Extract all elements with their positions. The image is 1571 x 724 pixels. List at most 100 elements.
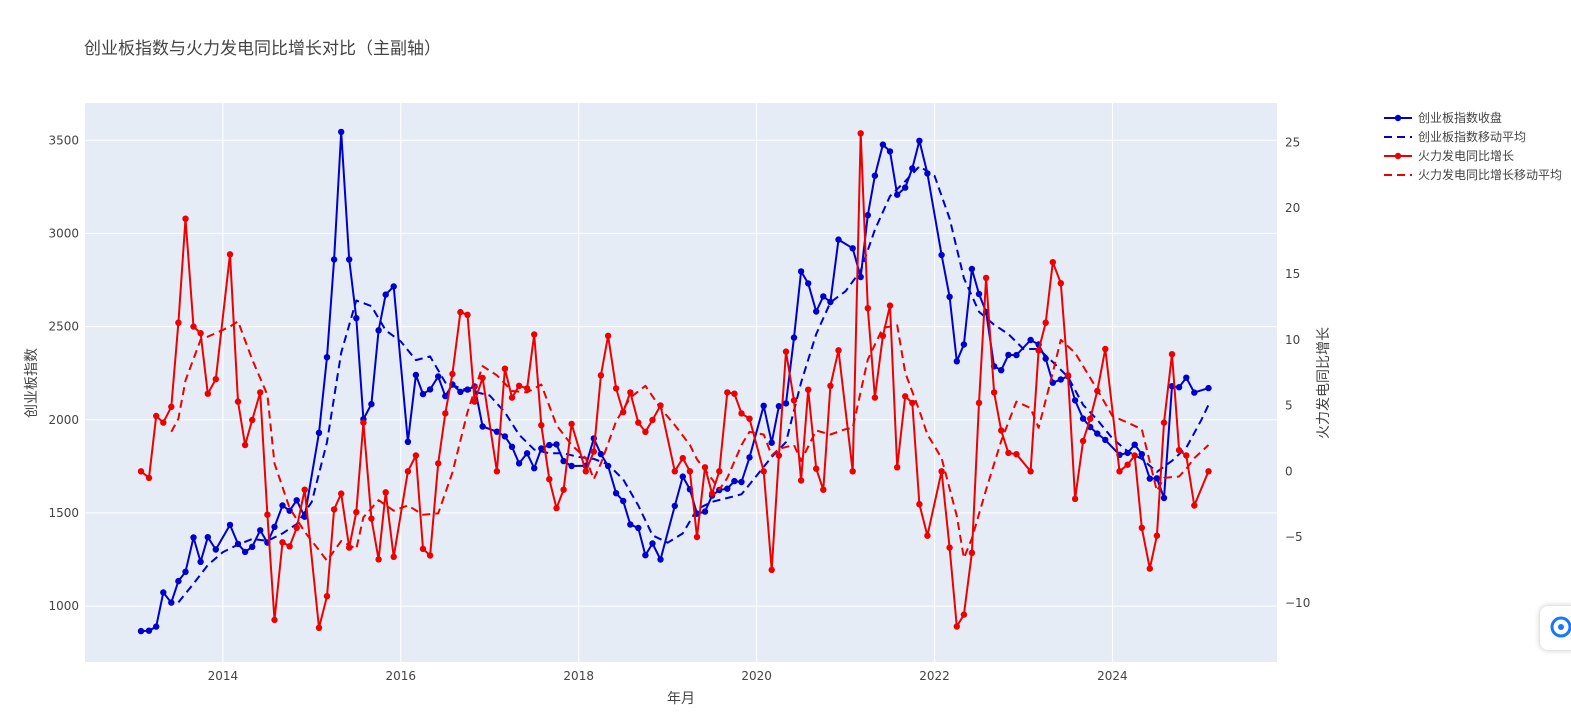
assistant-float-button[interactable]	[1540, 606, 1571, 650]
data-point[interactable]	[538, 422, 545, 429]
data-point[interactable]	[1124, 461, 1131, 468]
data-point[interactable]	[909, 165, 916, 172]
data-point[interactable]	[894, 191, 901, 198]
data-point[interactable]	[1146, 475, 1154, 482]
data-point[interactable]	[849, 245, 856, 252]
data-point[interactable]	[902, 184, 909, 191]
data-point[interactable]	[419, 390, 427, 398]
data-point[interactable]	[960, 611, 968, 618]
data-point[interactable]	[924, 532, 931, 539]
data-point[interactable]	[902, 393, 909, 400]
data-point[interactable]	[382, 291, 389, 298]
data-point[interactable]	[879, 141, 887, 148]
data-point[interactable]	[775, 452, 783, 459]
data-point[interactable]	[998, 427, 1005, 434]
data-point[interactable]	[620, 497, 627, 505]
legend-item[interactable]: 火力发电同比增长	[1384, 148, 1514, 163]
data-point[interactable]	[790, 397, 798, 404]
data-point[interactable]	[442, 392, 449, 400]
data-point[interactable]	[775, 403, 783, 410]
data-point[interactable]	[813, 308, 820, 315]
data-point[interactable]	[813, 465, 820, 472]
data-point[interactable]	[279, 502, 286, 509]
data-point[interactable]	[182, 215, 189, 222]
data-point[interactable]	[835, 236, 842, 243]
data-point[interactable]	[546, 441, 553, 449]
data-point[interactable]	[886, 302, 894, 309]
data-point[interactable]	[827, 382, 834, 389]
data-point[interactable]	[916, 137, 923, 144]
data-point[interactable]	[938, 468, 945, 475]
data-point[interactable]	[412, 452, 420, 459]
data-point[interactable]	[190, 534, 197, 541]
data-point[interactable]	[909, 399, 916, 407]
data-point[interactable]	[390, 553, 397, 560]
data-point[interactable]	[1013, 451, 1020, 458]
data-point[interactable]	[515, 460, 523, 467]
data-point[interactable]	[330, 256, 338, 263]
data-point[interactable]	[323, 593, 331, 600]
data-point[interactable]	[153, 623, 160, 630]
data-point[interactable]	[493, 428, 501, 435]
data-point[interactable]	[597, 372, 605, 379]
data-point[interactable]	[760, 402, 767, 409]
data-point[interactable]	[820, 293, 827, 300]
data-point[interactable]	[293, 497, 300, 504]
data-point[interactable]	[760, 468, 767, 475]
data-point[interactable]	[1153, 475, 1161, 482]
data-point[interactable]	[175, 577, 182, 585]
data-point[interactable]	[679, 473, 686, 480]
data-point[interactable]	[1191, 502, 1198, 509]
data-point[interactable]	[864, 212, 871, 219]
data-point[interactable]	[1138, 524, 1146, 531]
data-point[interactable]	[953, 623, 960, 630]
data-point[interactable]	[731, 390, 738, 397]
legend-item[interactable]: 创业板指数移动平均	[1384, 129, 1526, 144]
data-point[interactable]	[464, 311, 471, 318]
data-point[interactable]	[835, 347, 842, 354]
data-point[interactable]	[797, 477, 805, 484]
legend-item[interactable]: 火力发电同比增长移动平均	[1384, 167, 1562, 182]
data-point[interactable]	[204, 534, 211, 541]
data-point[interactable]	[1131, 452, 1138, 459]
data-point[interactable]	[315, 624, 323, 631]
data-point[interactable]	[953, 358, 960, 365]
data-point[interactable]	[168, 599, 175, 606]
data-point[interactable]	[190, 323, 197, 330]
data-point[interactable]	[426, 386, 434, 393]
data-point[interactable]	[368, 515, 375, 522]
data-point[interactable]	[137, 627, 145, 635]
data-point[interactable]	[768, 566, 775, 574]
data-point[interactable]	[175, 319, 182, 326]
data-point[interactable]	[894, 464, 901, 471]
data-point[interactable]	[197, 330, 204, 337]
data-point[interactable]	[805, 280, 812, 287]
data-point[interactable]	[968, 549, 976, 556]
data-point[interactable]	[731, 477, 738, 485]
data-point[interactable]	[1057, 376, 1065, 383]
data-point[interactable]	[390, 283, 397, 290]
data-point[interactable]	[1071, 397, 1079, 404]
legend-item[interactable]: 创业板指数收盘	[1384, 110, 1502, 125]
data-point[interactable]	[1175, 384, 1183, 391]
data-point[interactable]	[234, 398, 242, 405]
data-point[interactable]	[886, 148, 894, 155]
data-point[interactable]	[501, 365, 509, 372]
data-point[interactable]	[635, 419, 642, 426]
data-point[interactable]	[916, 501, 923, 508]
data-point[interactable]	[493, 468, 501, 475]
data-point[interactable]	[946, 544, 953, 551]
data-point[interactable]	[568, 420, 575, 428]
data-point[interactable]	[197, 558, 204, 565]
data-point[interactable]	[1183, 374, 1190, 381]
data-point[interactable]	[435, 460, 442, 467]
data-point[interactable]	[279, 539, 286, 546]
data-point[interactable]	[657, 556, 664, 563]
data-point[interactable]	[1087, 415, 1094, 422]
data-point[interactable]	[938, 251, 945, 259]
data-point[interactable]	[404, 468, 412, 475]
data-point[interactable]	[479, 423, 486, 430]
data-point[interactable]	[145, 627, 153, 634]
data-point[interactable]	[1027, 336, 1034, 344]
data-point[interactable]	[1153, 532, 1161, 539]
